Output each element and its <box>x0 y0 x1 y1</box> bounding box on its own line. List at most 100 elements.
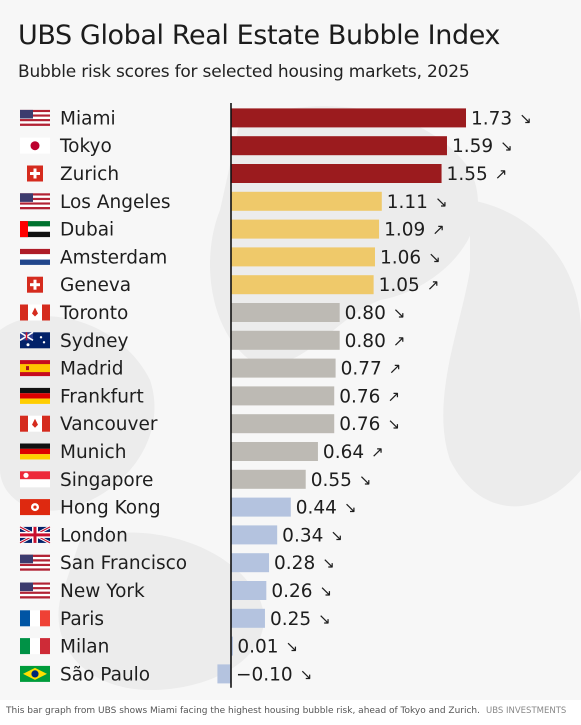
value-label: 0.77 <box>341 359 382 380</box>
trend-arrow-icon: ↘ <box>330 526 343 544</box>
trend-arrow-icon: ↘ <box>435 193 448 211</box>
value-label: 0.80 <box>345 331 386 352</box>
flag-jp-icon <box>20 137 50 154</box>
value-label: 0.64 <box>323 442 364 463</box>
bar-hong-kong <box>231 497 291 517</box>
trend-arrow-icon: ↘ <box>318 610 331 628</box>
bar-paris <box>231 608 265 628</box>
bar-frankfurt <box>231 386 335 406</box>
flag-ch-icon <box>27 276 43 293</box>
category-label: Munich <box>60 442 126 463</box>
trend-arrow-icon: ↗ <box>371 443 384 461</box>
value-label: 0.55 <box>311 470 352 491</box>
value-label: 0.34 <box>282 525 323 546</box>
value-label: 1.59 <box>452 136 493 157</box>
trend-arrow-icon: ↘ <box>320 582 333 600</box>
bar-dubai <box>231 219 380 239</box>
category-label: Zurich <box>60 164 119 185</box>
value-label: 1.73 <box>471 108 512 129</box>
bar-zurich <box>231 164 442 183</box>
value-label: 1.06 <box>380 247 421 268</box>
bar-london <box>231 525 278 545</box>
value-label: 0.80 <box>345 303 386 324</box>
trend-arrow-icon: ↗ <box>389 360 402 378</box>
category-label: Vancouver <box>60 414 158 435</box>
flag-es-icon <box>20 360 50 377</box>
category-label: Amsterdam <box>60 247 167 268</box>
flag-ca-icon <box>20 415 50 432</box>
value-label: 0.44 <box>296 498 337 519</box>
trend-arrow-icon: ↘ <box>428 248 441 266</box>
flag-us-icon <box>20 582 50 599</box>
caption-credit: UBS INVESTMENTS <box>486 706 567 716</box>
trend-arrow-icon: ↘ <box>387 415 400 433</box>
value-label: 0.26 <box>271 581 312 602</box>
trend-arrow-icon: ↗ <box>495 165 508 183</box>
flag-us-icon <box>20 109 50 126</box>
bar-vancouver <box>231 414 335 434</box>
bar-milan <box>231 636 233 656</box>
bar-los-angeles <box>231 191 382 211</box>
flag-us-icon <box>20 193 50 210</box>
caption-text: This bar graph from UBS shows Miami faci… <box>6 706 480 716</box>
value-label: 1.55 <box>447 164 488 185</box>
value-label: 0.25 <box>270 609 311 630</box>
category-label: Milan <box>60 637 109 658</box>
value-label: 1.05 <box>379 275 420 296</box>
trend-arrow-icon: ↘ <box>344 499 357 517</box>
category-label: Madrid <box>60 359 124 380</box>
bar-san-francisco <box>231 553 270 573</box>
image-caption: This bar graph from UBS shows Miami faci… <box>6 706 566 716</box>
trend-arrow-icon: ↘ <box>322 554 335 572</box>
bar-toronto <box>231 303 340 322</box>
bar-madrid <box>231 358 336 378</box>
bar-new-york <box>231 581 267 600</box>
flag-ae-icon <box>20 221 50 238</box>
trend-arrow-icon: ↘ <box>519 109 532 127</box>
trend-arrow-icon: ↗ <box>432 221 445 239</box>
category-label: Hong Kong <box>60 498 161 519</box>
trend-arrow-icon: ↘ <box>359 471 372 489</box>
bar-munich <box>231 442 318 461</box>
chart-figure: UBS Global Real Estate Bubble Index Bubb… <box>0 20 581 690</box>
category-label: San Francisco <box>60 553 187 574</box>
bar-sydney <box>231 330 340 350</box>
category-label: London <box>60 525 128 546</box>
category-label: Tokyo <box>59 136 112 157</box>
bar-singapore <box>231 469 306 489</box>
flag-nl-icon <box>20 248 50 265</box>
value-label: 0.76 <box>339 414 380 435</box>
category-label: Miami <box>60 108 116 129</box>
flag-ch-icon <box>27 165 43 182</box>
category-label: Dubai <box>60 220 114 241</box>
category-label: Paris <box>60 609 104 630</box>
category-label: Toronto <box>59 303 128 324</box>
value-label: 0.76 <box>339 386 380 407</box>
flag-de-icon <box>20 443 50 460</box>
value-label: 1.11 <box>387 192 428 213</box>
category-label: São Paulo <box>60 664 150 685</box>
trend-arrow-icon: ↘ <box>500 137 513 155</box>
trend-arrow-icon: ↘ <box>393 304 406 322</box>
flag-it-icon <box>20 638 50 655</box>
category-label: Los Angeles <box>60 192 171 213</box>
value-label: 0.01 <box>237 637 278 658</box>
trend-arrow-icon: ↘ <box>286 638 299 656</box>
flag-gb-icon <box>19 525 51 545</box>
flag-br-icon <box>20 665 50 682</box>
trend-arrow-icon: ↗ <box>387 387 400 405</box>
trend-arrow-icon: ↘ <box>300 665 313 683</box>
chart-title: UBS Global Real Estate Bubble Index <box>18 20 501 51</box>
category-label: Frankfurt <box>60 386 144 407</box>
bar-miami <box>231 108 466 128</box>
category-label: Sydney <box>60 331 129 352</box>
flag-sg-icon <box>20 471 50 488</box>
bar-s-o-paulo <box>217 664 231 684</box>
bar-chart: Miami 1.73 ↘ Tokyo 1.59 ↘ Zurich 1.55 ↗ Los Angel… <box>0 103 581 690</box>
flag-de-icon <box>20 387 50 404</box>
flag-ca-icon <box>20 304 50 321</box>
flag-hk-icon <box>20 499 50 516</box>
trend-arrow-icon: ↗ <box>427 276 440 294</box>
category-label: Geneva <box>60 275 131 296</box>
value-label: −0.10 <box>236 664 293 685</box>
